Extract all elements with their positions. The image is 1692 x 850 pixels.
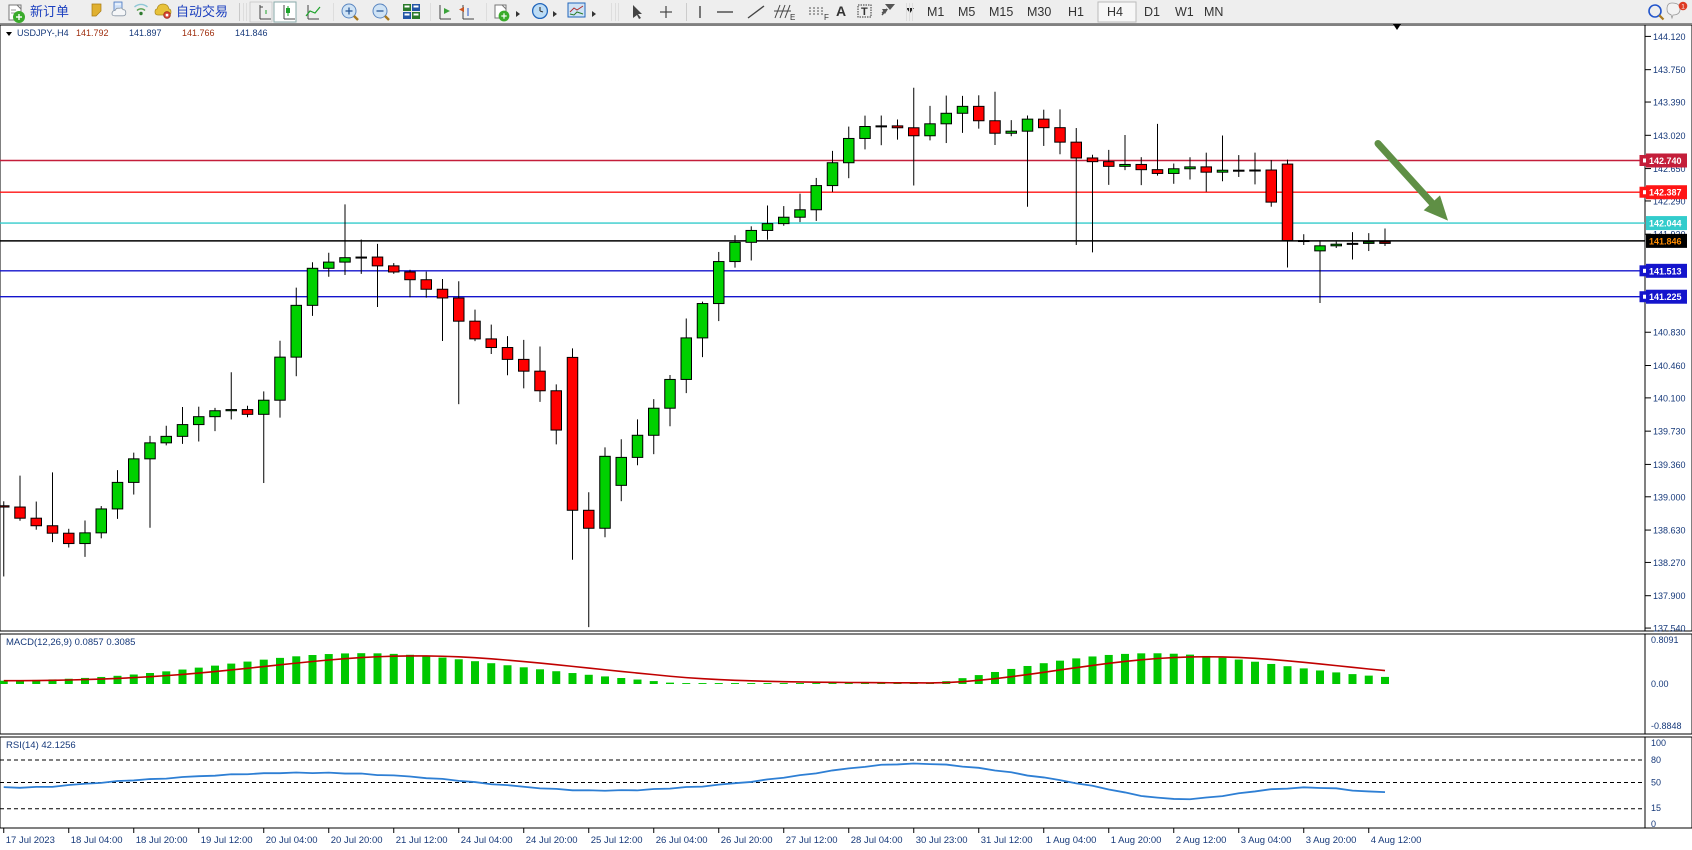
svg-text:2 Aug 12:00: 2 Aug 12:00 bbox=[1176, 835, 1227, 846]
svg-text:140.460: 140.460 bbox=[1653, 361, 1686, 371]
svg-text:RSI(14) 42.1256: RSI(14) 42.1256 bbox=[6, 740, 76, 751]
svg-text:138.270: 138.270 bbox=[1653, 558, 1686, 568]
svg-text:-0.8848: -0.8848 bbox=[1651, 721, 1682, 731]
svg-text:30 Jul 23:00: 30 Jul 23:00 bbox=[916, 835, 968, 846]
svg-text:137.540: 137.540 bbox=[1653, 624, 1686, 634]
svg-text:M1: M1 bbox=[927, 5, 944, 19]
svg-text:T: T bbox=[861, 6, 868, 18]
svg-text:138.630: 138.630 bbox=[1653, 526, 1686, 536]
svg-text:F: F bbox=[824, 13, 829, 22]
svg-text:M5: M5 bbox=[958, 5, 975, 19]
svg-text:141.897: 141.897 bbox=[129, 28, 162, 38]
svg-text:100: 100 bbox=[1651, 738, 1666, 748]
svg-text:18 Jul 04:00: 18 Jul 04:00 bbox=[71, 835, 123, 846]
svg-text:H4: H4 bbox=[1107, 5, 1123, 19]
svg-text:M30: M30 bbox=[1027, 5, 1051, 19]
svg-text:MACD(12,26,9) 0.0857 0.3085: MACD(12,26,9) 0.0857 0.3085 bbox=[6, 637, 135, 648]
svg-text:144.120: 144.120 bbox=[1653, 32, 1686, 42]
svg-text:H1: H1 bbox=[1068, 5, 1084, 19]
svg-text:20 Jul 20:00: 20 Jul 20:00 bbox=[331, 835, 383, 846]
svg-text:0.8091: 0.8091 bbox=[1651, 635, 1679, 645]
svg-text:24 Jul 20:00: 24 Jul 20:00 bbox=[526, 835, 578, 846]
svg-text:139.000: 139.000 bbox=[1653, 492, 1686, 502]
svg-text:25 Jul 12:00: 25 Jul 12:00 bbox=[591, 835, 643, 846]
svg-text:D1: D1 bbox=[1144, 5, 1160, 19]
svg-text:141.846: 141.846 bbox=[1649, 236, 1682, 246]
svg-text:4 Aug 12:00: 4 Aug 12:00 bbox=[1371, 835, 1422, 846]
svg-text:143.020: 143.020 bbox=[1653, 131, 1686, 141]
svg-text:W1: W1 bbox=[1175, 5, 1194, 19]
svg-text:3 Aug 04:00: 3 Aug 04:00 bbox=[1241, 835, 1292, 846]
svg-text:141.792: 141.792 bbox=[76, 28, 109, 38]
svg-text:M15: M15 bbox=[989, 5, 1013, 19]
svg-text:142.387: 142.387 bbox=[1649, 188, 1682, 198]
svg-text:0.00: 0.00 bbox=[1651, 679, 1669, 689]
svg-text:新订单: 新订单 bbox=[30, 4, 69, 19]
svg-text:26 Jul 04:00: 26 Jul 04:00 bbox=[656, 835, 708, 846]
svg-text:139.730: 139.730 bbox=[1653, 427, 1686, 437]
svg-text:142.740: 142.740 bbox=[1649, 156, 1682, 166]
svg-text:50: 50 bbox=[1651, 778, 1661, 788]
svg-text:137.900: 137.900 bbox=[1653, 591, 1686, 601]
svg-text:24 Jul 04:00: 24 Jul 04:00 bbox=[461, 835, 513, 846]
svg-text:1: 1 bbox=[1681, 4, 1685, 11]
svg-text:31 Jul 12:00: 31 Jul 12:00 bbox=[981, 835, 1033, 846]
svg-text:26 Jul 20:00: 26 Jul 20:00 bbox=[721, 835, 773, 846]
svg-text:141.766: 141.766 bbox=[182, 28, 215, 38]
svg-text:21 Jul 12:00: 21 Jul 12:00 bbox=[396, 835, 448, 846]
svg-text:0: 0 bbox=[1651, 819, 1656, 829]
svg-text:3 Aug 20:00: 3 Aug 20:00 bbox=[1306, 835, 1357, 846]
svg-text:20 Jul 04:00: 20 Jul 04:00 bbox=[266, 835, 318, 846]
svg-text:141.846: 141.846 bbox=[235, 28, 268, 38]
svg-text:143.750: 143.750 bbox=[1653, 65, 1686, 75]
svg-text:1 Aug 20:00: 1 Aug 20:00 bbox=[1111, 835, 1162, 846]
svg-text:141.513: 141.513 bbox=[1649, 266, 1682, 276]
svg-text:141.225: 141.225 bbox=[1649, 292, 1682, 302]
svg-text:27 Jul 12:00: 27 Jul 12:00 bbox=[786, 835, 838, 846]
svg-text:143.390: 143.390 bbox=[1653, 98, 1686, 108]
svg-text:18 Jul 20:00: 18 Jul 20:00 bbox=[136, 835, 188, 846]
svg-text:15: 15 bbox=[1651, 803, 1661, 813]
svg-text:A: A bbox=[836, 3, 846, 19]
svg-text:28 Jul 04:00: 28 Jul 04:00 bbox=[851, 835, 903, 846]
svg-text:USDJPY-,H4: USDJPY-,H4 bbox=[17, 28, 69, 38]
svg-text:140.100: 140.100 bbox=[1653, 393, 1686, 403]
svg-text:80: 80 bbox=[1651, 755, 1661, 765]
svg-text:140.830: 140.830 bbox=[1653, 328, 1686, 338]
svg-text:自动交易: 自动交易 bbox=[176, 4, 228, 19]
svg-text:17 Jul 2023: 17 Jul 2023 bbox=[6, 835, 55, 846]
svg-text:1 Aug 04:00: 1 Aug 04:00 bbox=[1046, 835, 1097, 846]
svg-text:142.044: 142.044 bbox=[1649, 219, 1682, 229]
svg-text:139.360: 139.360 bbox=[1653, 460, 1686, 470]
svg-text:19 Jul 12:00: 19 Jul 12:00 bbox=[201, 835, 253, 846]
svg-text:MN: MN bbox=[1204, 5, 1223, 19]
svg-text:E: E bbox=[790, 13, 795, 22]
